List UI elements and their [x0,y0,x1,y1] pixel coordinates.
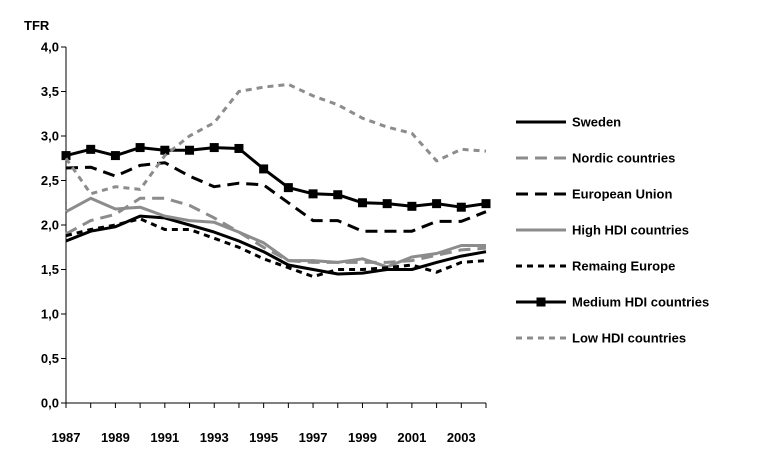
y-tick-label: 0,5 [41,351,59,366]
data-point-medium-hdi-countries [110,151,120,161]
data-point-medium-hdi-countries [135,143,145,153]
legend-label-sweden: Sweden [572,115,621,130]
y-tick-label: 1,0 [41,307,59,322]
series-line-remaing-europe [65,217,487,279]
series-line-nordic-countries [65,196,487,264]
data-point-medium-hdi-countries [357,198,367,208]
x-tick-label: 2003 [447,430,476,445]
y-tick-label: 1,5 [41,262,59,277]
data-point-medium-hdi-countries [407,201,417,211]
data-point-medium-hdi-countries [456,202,466,212]
data-point-medium-hdi-countries [209,143,219,153]
y-tick-label: 2,5 [41,173,59,188]
x-tick-label: 2001 [397,430,426,445]
data-point-medium-hdi-countries [283,183,293,193]
legend-label-medium-hdi-countries: Medium HDI countries [572,295,709,310]
series-line-sweden [65,214,487,276]
y-tick-label: 4,0 [41,40,59,55]
series-line-low-hdi-countries [64,82,487,196]
y-tick-label: 0,0 [41,396,59,411]
data-point-medium-hdi-countries [333,190,343,200]
y-tick-labels: 0,0 0,5 1,0 1,5 2,0 2,5 3,0 3,5 4,0 [41,40,59,411]
data-point-medium-hdi-countries [481,199,491,209]
series-lines [61,82,491,279]
data-point-medium-hdi-countries [160,145,170,155]
legend-label-nordic-countries: Nordic countries [572,151,675,166]
series-line-high-hdi-countries [65,196,486,269]
y-tick-label: 2,0 [41,218,59,233]
x-tick-label: 1991 [150,430,179,445]
data-point-medium-hdi-countries [185,145,195,155]
data-point-medium-hdi-countries [432,199,442,209]
legend-label-low-hdi-countries: Low HDI countries [572,331,686,346]
legend-label-remaing-europe: Remaing Europe [572,259,675,274]
series-line-medium-hdi-countries [65,146,487,209]
x-tick-label: 1987 [52,430,81,445]
x-tick-label: 1997 [299,430,328,445]
data-point-medium-hdi-countries [308,189,318,199]
y-tick-label: 3,0 [41,129,59,144]
legend: Sweden Nordic countries European Union High… [516,115,709,346]
data-point-medium-hdi-countries [382,199,392,209]
legend-label-european-union: European Union [572,187,672,202]
y-axis-label: TFR [24,18,50,33]
data-point-medium-hdi-countries [61,151,71,161]
x-tick-labels: 1987 1989 1991 1993 1995 1997 1999 2001 2003 [52,430,476,445]
x-tick-label: 1993 [200,430,229,445]
data-point-medium-hdi-countries [86,144,96,154]
legend-marker-medium-hdi-countries [536,297,546,307]
data-point-medium-hdi-countries [234,143,244,153]
data-point-medium-hdi-countries [259,164,269,174]
x-tick-label: 1999 [348,430,377,445]
legend-label-high-hdi-countries: High HDI countries [572,223,689,238]
x-tick-label: 1989 [101,430,130,445]
axes [61,46,487,408]
x-tick-label: 1995 [249,430,278,445]
y-tick-label: 3,5 [41,84,59,99]
